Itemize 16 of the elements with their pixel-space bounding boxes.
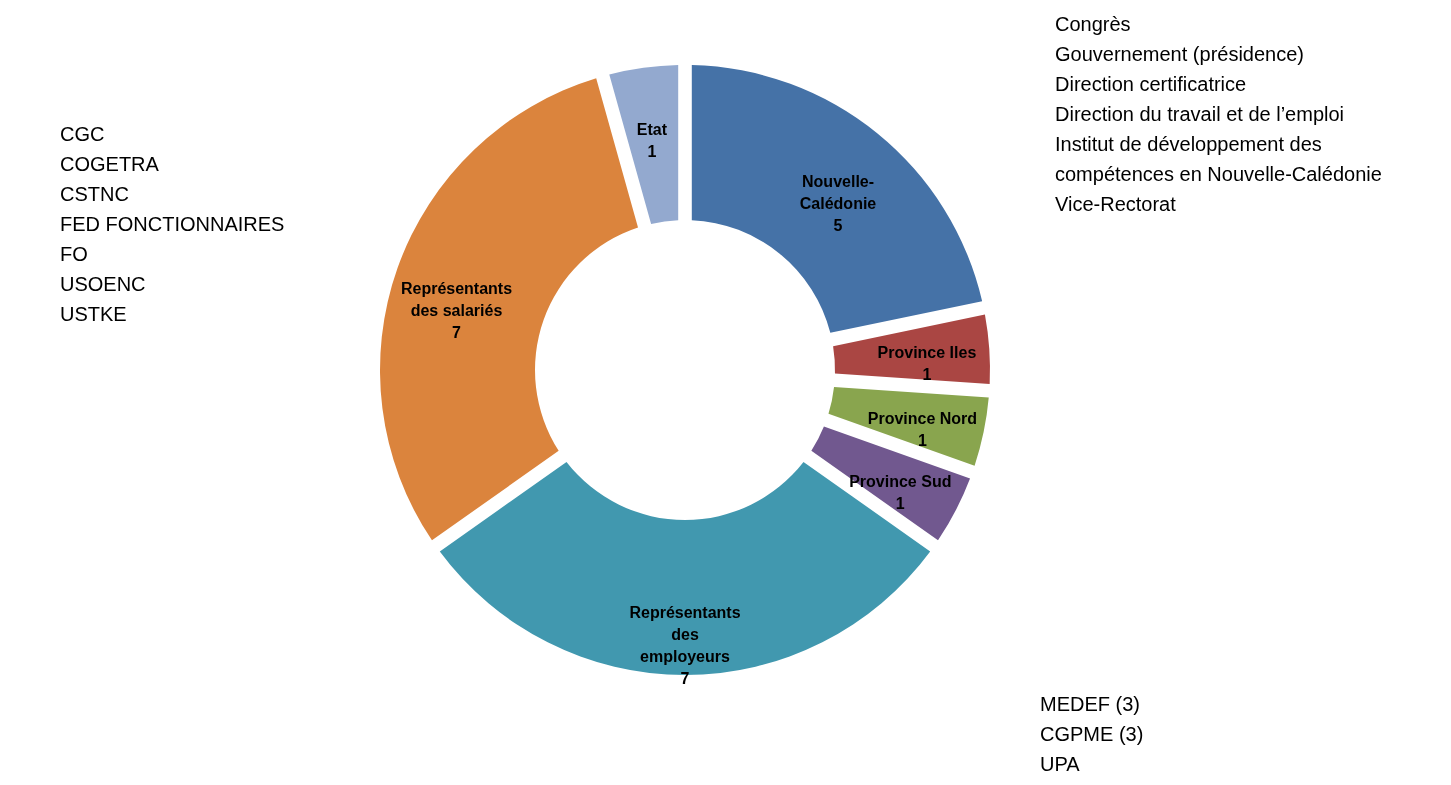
data-label: 7 [452, 323, 462, 341]
text: MEDEF (3) CGPME (3) UPA [1040, 693, 1144, 775]
slice-label: Représentants des salariés [400, 279, 513, 319]
slice-label: Province Sud [849, 472, 952, 490]
data-label: 5 [833, 216, 843, 234]
slice-label: Etat [636, 120, 668, 138]
text: CGC COGETRA CSTNC FED FONCTIONNAIRES FO USOENC USTKE [60, 123, 285, 325]
slice-label: Représentants des employeurs [629, 603, 741, 665]
slice-label: Province Nord [867, 410, 978, 428]
slice-label: Nouvelle-Calédonie [799, 172, 877, 212]
data-label: 1 [895, 494, 905, 512]
data-label: 1 [922, 366, 932, 384]
data-label: 1 [647, 142, 657, 160]
text: Congrès Gouvernement (présidence) Direction certificatrice Direction du travail et de l’emploi Institut de développement des compétences en Nouvelle-Calédonie Vice-Rectorat [1055, 13, 1382, 215]
data-label: 1 [917, 432, 927, 450]
slice-label: Province Iles [877, 344, 977, 362]
